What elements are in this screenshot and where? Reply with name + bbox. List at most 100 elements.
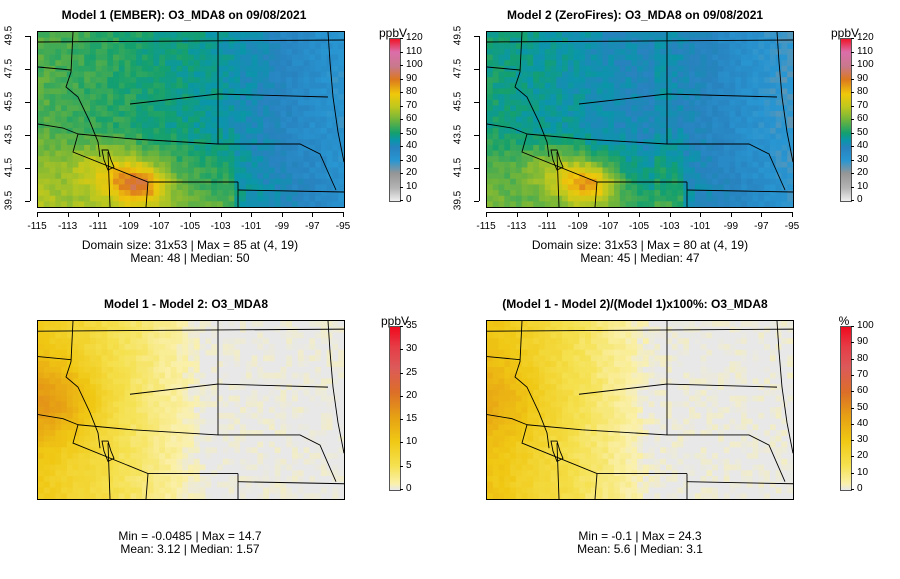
heatmap-cell [303,412,310,420]
heatmap-cell [95,105,103,112]
heatmap-cell [614,156,621,163]
heatmap-cell [631,48,638,56]
heatmap-cell [544,122,552,129]
heatmap-cell [263,321,270,328]
heatmap-cell [211,407,218,414]
heatmap-cell [228,54,235,61]
heatmap-cell [637,195,644,202]
heatmap-cell [107,349,114,357]
heatmap-cell [43,338,51,345]
heatmap-cell [141,372,149,380]
heatmap-cell [263,111,270,118]
heatmap-cell [326,453,334,460]
heatmap-cell [723,82,731,90]
heatmap-cell [205,116,212,123]
heatmap-cell [234,190,241,197]
heatmap-cell [550,195,557,202]
heatmap-cell [286,464,293,471]
heatmap-cell [118,54,126,61]
heatmap-cell [234,464,241,471]
heatmap-cell [193,424,201,431]
heatmap-cell [562,156,569,163]
heatmap-cell [141,470,149,477]
heatmap-cell [602,173,609,180]
heatmap-cell [590,94,598,101]
heatmap-cell [72,418,80,425]
heatmap-cell [775,122,783,129]
heatmap-cell [78,111,85,118]
heatmap-cell [332,372,339,380]
heatmap-cell [251,167,258,174]
heatmap-cell [228,338,235,345]
heatmap-cell [338,487,344,494]
heatmap-cell [72,476,80,483]
heatmap-cell [118,418,126,425]
heatmap-cell [49,464,56,471]
heatmap-cell [315,349,322,357]
heatmap-cell [199,407,207,414]
heatmap-cell [199,133,207,140]
heatmap-cell [741,82,748,90]
heatmap-cell [274,43,282,50]
heatmap-cell [66,332,74,339]
heatmap-cell [268,476,276,483]
heatmap-cell [735,161,742,169]
heatmap-cell [309,476,316,483]
heatmap-cell [240,349,247,357]
heatmap-cell [199,378,207,385]
heatmap-cell [712,201,719,207]
heatmap-cell [625,184,632,191]
heatmap-cell [326,401,334,408]
heatmap-cell [165,407,172,414]
heatmap-cell [504,122,511,129]
heatmap-cell [170,150,178,157]
heatmap-cell [38,111,45,118]
heatmap-cell [602,82,609,90]
heatmap-cell [240,355,247,362]
heatmap-cell [205,481,212,489]
heatmap-cell [89,127,97,135]
heatmap-cell [550,37,557,44]
heatmap-cell [521,88,529,95]
heatmap-cell [274,190,282,197]
heatmap-cell [130,424,137,431]
heatmap-cell [95,71,103,78]
heatmap-cell [292,476,299,483]
heatmap-cell [309,139,316,146]
heatmap-cell [188,88,195,95]
heatmap-cell [211,441,218,448]
heatmap-cell [182,321,189,328]
heatmap-cell [84,441,91,448]
heatmap-cell [642,195,650,202]
heatmap-cell [723,122,731,129]
heatmap-cell [515,37,523,44]
colorbar [840,38,852,202]
heatmap-cell [665,88,673,95]
heatmap-cell [297,32,305,39]
heatmap-cell [38,481,45,489]
heatmap-cell [240,476,247,483]
heatmap-cell [72,378,80,385]
heatmap-cell [286,395,293,402]
heatmap-cell [159,65,166,73]
heatmap-cell [315,94,322,101]
heatmap-cell [257,48,264,56]
heatmap-cell [292,111,299,118]
heatmap-cell [147,476,155,483]
heatmap-cell [338,361,344,368]
heatmap-cell [251,173,258,180]
heatmap-cell [222,447,230,454]
heatmap-cell [182,366,189,374]
heatmap-cell [165,453,172,460]
heatmap-cell [170,32,178,39]
heatmap-cell [147,407,155,414]
heatmap-cell [694,60,702,67]
heatmap-cell [193,401,201,408]
heatmap-cell [159,195,166,202]
heatmap-cell [136,338,143,345]
heatmap-cell [332,487,339,494]
heatmap-cell [216,487,224,494]
heatmap-cell [113,48,120,56]
heatmap-cell [182,184,189,191]
heatmap-cell [315,447,322,454]
